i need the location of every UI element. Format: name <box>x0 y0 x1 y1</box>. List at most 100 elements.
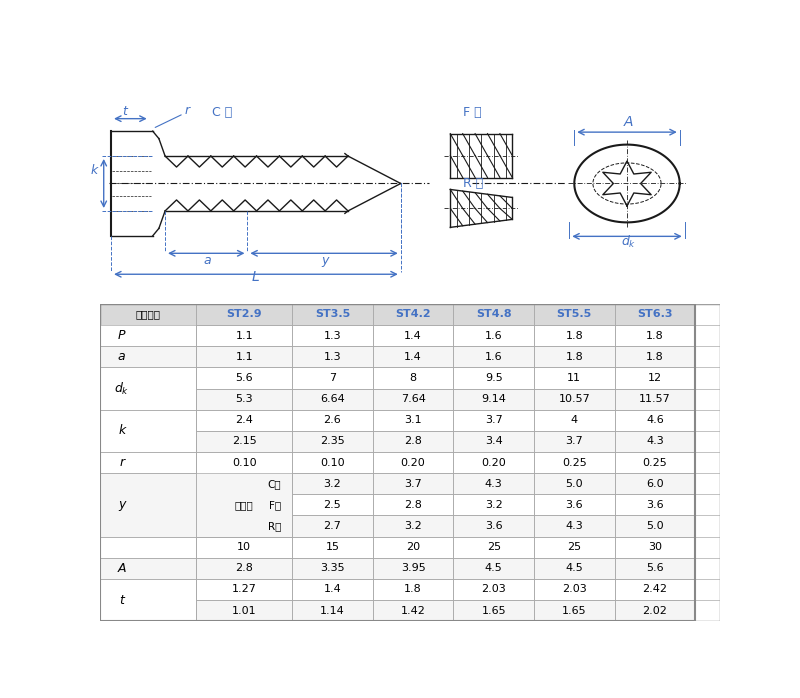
Bar <box>100 367 196 410</box>
Bar <box>292 346 373 367</box>
Bar <box>454 389 534 410</box>
Text: 1.8: 1.8 <box>566 331 583 341</box>
Bar <box>614 410 695 431</box>
Text: 15: 15 <box>326 542 339 552</box>
Text: L: L <box>252 270 260 284</box>
Text: ST3.5: ST3.5 <box>315 309 350 320</box>
Text: 4.3: 4.3 <box>485 479 502 489</box>
Text: 3.6: 3.6 <box>566 500 583 510</box>
Bar <box>196 452 292 473</box>
Bar <box>100 473 196 494</box>
Bar <box>100 473 196 537</box>
Text: 最大值=公称: 最大值=公称 <box>142 373 182 383</box>
Bar <box>196 346 292 367</box>
Bar <box>196 431 292 452</box>
Bar <box>454 473 534 494</box>
Text: R 型: R 型 <box>462 177 483 191</box>
Bar <box>454 367 534 389</box>
Bar <box>292 431 373 452</box>
Text: 25: 25 <box>486 542 501 552</box>
Text: F型: F型 <box>269 500 281 510</box>
Bar <box>373 410 454 431</box>
Text: 9.14: 9.14 <box>482 394 506 404</box>
Text: k: k <box>90 163 98 177</box>
Bar <box>196 410 292 431</box>
Text: dk: dk <box>120 373 134 383</box>
Text: 7.64: 7.64 <box>401 394 426 404</box>
Text: 8: 8 <box>410 373 417 383</box>
Text: r: r <box>119 456 124 469</box>
Bar <box>534 537 614 558</box>
Text: 参考值: 参考值 <box>153 479 172 489</box>
Bar <box>292 473 373 494</box>
Bar <box>196 389 292 410</box>
Bar <box>100 452 196 473</box>
Text: 20: 20 <box>406 542 420 552</box>
Text: 最小值: 最小值 <box>153 436 172 447</box>
Text: 2.1: 2.1 <box>235 500 253 510</box>
Text: 2.7: 2.7 <box>323 521 342 531</box>
Text: 1.42: 1.42 <box>401 606 426 616</box>
Text: 2.8: 2.8 <box>404 436 422 447</box>
Text: 6.64: 6.64 <box>320 394 345 404</box>
Bar <box>534 431 614 452</box>
Text: $d_k$: $d_k$ <box>114 380 130 396</box>
Text: 0.10: 0.10 <box>232 458 257 468</box>
Text: 3.2: 3.2 <box>324 479 342 489</box>
Text: 1.1: 1.1 <box>235 331 253 341</box>
Bar <box>100 346 196 367</box>
Bar <box>196 558 292 579</box>
Bar <box>196 367 292 389</box>
Text: 2.6: 2.6 <box>324 415 342 425</box>
Bar <box>196 494 292 515</box>
Bar <box>100 346 196 367</box>
Bar <box>373 473 454 494</box>
Text: ST4.2: ST4.2 <box>395 309 431 320</box>
Text: a: a <box>118 350 126 363</box>
Text: 3.7: 3.7 <box>566 436 583 447</box>
Bar <box>534 452 614 473</box>
Text: A: A <box>623 114 633 128</box>
Text: 2.5: 2.5 <box>324 500 342 510</box>
Bar <box>292 325 373 346</box>
Text: C型: C型 <box>267 479 281 489</box>
Bar <box>614 494 695 515</box>
Text: 2.03: 2.03 <box>482 584 506 595</box>
Bar <box>454 515 534 537</box>
Bar <box>614 537 695 558</box>
Text: 参考值: 参考值 <box>153 563 172 573</box>
Bar <box>614 600 695 621</box>
Bar <box>614 452 695 473</box>
Bar <box>292 452 373 473</box>
Text: 3.7: 3.7 <box>485 415 502 425</box>
Text: 0.25: 0.25 <box>562 458 586 468</box>
Bar <box>534 325 614 346</box>
Bar <box>292 579 373 600</box>
Bar <box>100 537 196 558</box>
Bar <box>373 494 454 515</box>
Text: 4.6: 4.6 <box>646 415 664 425</box>
Bar <box>196 473 292 537</box>
Bar <box>614 515 695 537</box>
Text: 5.0: 5.0 <box>566 479 583 489</box>
Text: F型: F型 <box>277 500 289 510</box>
Text: 1.8: 1.8 <box>404 584 422 595</box>
Bar <box>614 558 695 579</box>
Text: 1.3: 1.3 <box>324 352 342 362</box>
Text: 6.0: 6.0 <box>646 479 664 489</box>
Text: 最小值: 最小值 <box>153 458 172 468</box>
Text: t: t <box>119 593 124 607</box>
Bar <box>292 367 373 389</box>
Text: 1.14: 1.14 <box>320 606 345 616</box>
Text: t: t <box>122 105 127 118</box>
Text: 2.03: 2.03 <box>562 584 586 595</box>
Text: 10.57: 10.57 <box>558 394 590 404</box>
Bar <box>534 600 614 621</box>
Text: F 型: F 型 <box>462 106 482 119</box>
Text: 25: 25 <box>567 542 582 552</box>
Text: 参考值: 参考值 <box>234 500 254 510</box>
Bar <box>534 367 614 389</box>
Bar <box>534 389 614 410</box>
Bar <box>614 579 695 600</box>
Text: 0.10: 0.10 <box>320 458 345 468</box>
